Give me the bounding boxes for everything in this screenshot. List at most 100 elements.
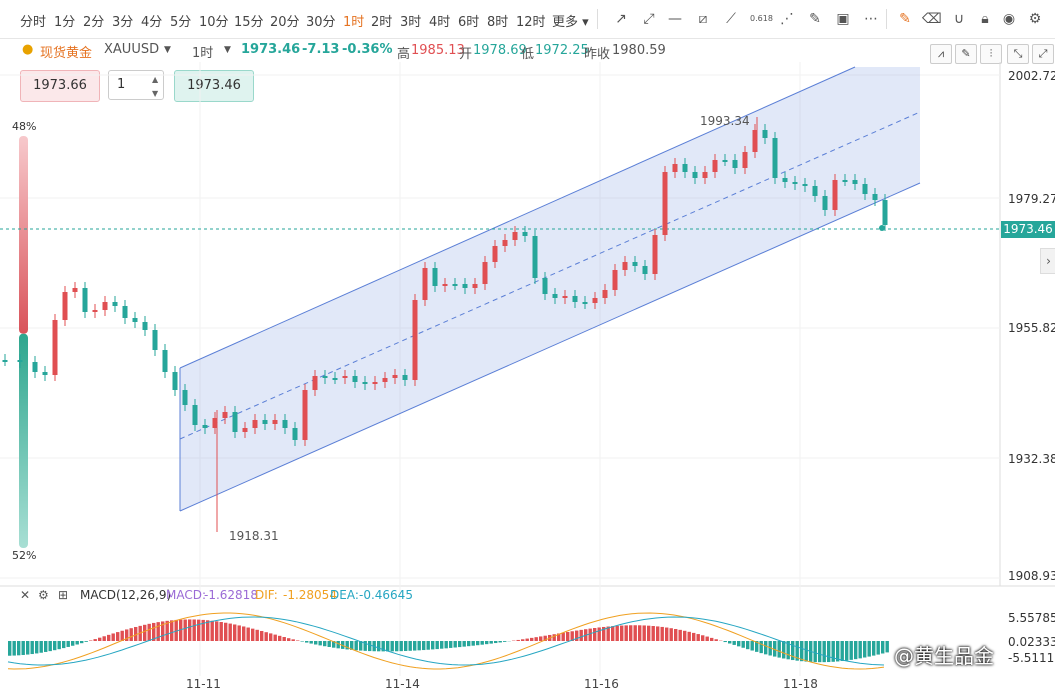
more-tools-icon[interactable]: ⋯ [864,11,878,27]
macd-histogram-bar [462,641,466,647]
candle-body [332,378,338,380]
candle-body [602,290,608,298]
macd-histogram-bar [876,641,880,655]
brush-icon[interactable]: ✎ [809,11,821,27]
macd-histogram-bar [404,641,408,651]
macd-histogram-bar [813,641,817,663]
symbol-name[interactable]: 现货黄金 [40,46,93,61]
timeframe-6[interactable]: 10分 [199,15,229,30]
timeframe-toolbar: 分时 1分 2分 3分 4分 5分 10分 15分 20分 30分 1时 2时 3时 4时 6时 8时 12时更… [0,0,1055,39]
macd-histogram-bar [552,634,556,641]
timeframe-8[interactable]: 20分 [270,15,300,30]
macd-histogram-bar [759,641,763,654]
candle-body [832,180,838,210]
macd-histogram-bar [606,626,610,641]
compare-icon[interactable]: ⤡ [1007,44,1029,64]
channel-lower [179,182,921,512]
macd-histogram-bar [435,641,439,650]
pen-icon[interactable]: ✎ [955,44,977,64]
timeframe-15[interactable]: 8时 [487,15,509,30]
candle-body [622,262,628,270]
candle-body [142,322,148,330]
fan-icon[interactable]: ⋰ [780,11,794,27]
timeframe-3[interactable]: 3分 [112,15,134,30]
symbol-code[interactable]: XAUUSD [104,42,160,57]
timeframe-4[interactable]: 4分 [141,15,163,30]
fullscreen-icon[interactable]: ⤢ [1032,44,1054,64]
macd-histogram-bar [620,625,624,641]
parallel-channel-icon[interactable]: ⧄ [698,11,708,27]
candle-type-icon[interactable]: ⫶ [980,44,1002,64]
timeframe-12[interactable]: 3时 [400,15,422,30]
expand-panel-icon[interactable]: › [1040,248,1055,274]
open-value: 1978.69 [473,43,527,58]
gear-icon[interactable]: ⚙ [38,588,49,602]
timeframe-0[interactable]: 分时 [20,15,47,30]
macd-histogram-bar [390,641,394,652]
macd-histogram-bar [300,641,304,642]
macd-histogram-bar [669,628,673,641]
macd-histogram-bar [503,641,507,642]
macd-histogram-bar [84,641,88,642]
macd-histogram-bar [228,623,232,641]
timeframe-14[interactable]: 6时 [458,15,480,30]
candle-body [292,428,298,440]
candle-body [592,298,598,303]
timeframe-5[interactable]: 5分 [170,15,192,30]
macd-histogram-bar [467,641,471,647]
y-axis-label: 1955.82 [1008,321,1055,335]
timeframe-2[interactable]: 2分 [83,15,105,30]
horizontal-line-icon[interactable]: — [668,11,682,27]
add-icon[interactable]: ⊞ [58,588,69,602]
timeframe-7[interactable]: 15分 [234,15,264,30]
timeframe-1[interactable]: 1分 [54,15,76,30]
timeframe-17[interactable]: 更多 ▾ [552,15,589,30]
timeframe-13[interactable]: 4时 [429,15,451,30]
interval-selector[interactable]: 1时 [192,46,214,61]
timeframe-16[interactable]: 12时 [516,15,546,30]
fibonacci-icon[interactable]: 0.618 [750,14,773,23]
chevron-down-icon[interactable]: ▼ [164,45,171,55]
quantity-up-icon[interactable]: ▲ [152,75,159,84]
candle-body [362,382,368,384]
candle-body [272,420,278,424]
pitchfork-icon[interactable]: ⟋ [726,11,736,27]
image-icon[interactable]: ▣ [836,11,850,27]
macd-histogram-bar [710,637,714,641]
macd-histogram-bar [264,632,268,641]
low-label: 低 [521,47,535,62]
macd-histogram-bar [849,641,853,660]
lock-icon[interactable]: 🔒︎ [981,11,989,27]
quantity-down-icon[interactable]: ▼ [152,89,159,98]
x-axis-label: 11-11 [186,677,221,691]
macd-histogram-bar [818,641,822,663]
macd-y-label: 0.02333 [1008,635,1055,649]
trend-line-icon[interactable]: ↗ [615,11,627,27]
timeframe-9[interactable]: 30分 [306,15,336,30]
ray-icon[interactable]: ⤢ [643,11,655,27]
timeframe-10[interactable]: 1时 [343,15,365,30]
candle-body [32,362,38,372]
chevron-down-icon[interactable]: ▼ [224,45,231,55]
magnet-icon[interactable]: ∪ [953,11,965,27]
price-change-pct: -0.36% [342,42,393,57]
macd-histogram-bar [885,641,889,653]
macd-histogram-bar [341,641,345,649]
macd-histogram-bar [372,641,376,652]
sell-button[interactable]: 1973.66 [20,70,100,102]
eraser-icon[interactable]: ⌫ [922,11,942,27]
toolbar-divider [886,9,887,29]
eye-icon[interactable]: ◉ [1002,11,1016,27]
edit-drawing-icon[interactable]: ✎ [899,11,911,27]
timeframe-11[interactable]: 2时 [371,15,393,30]
prev-close-label: 昨收 [584,47,611,62]
prev-close-value: 1980.59 [612,43,666,58]
buy-button[interactable]: 1973.46 [174,70,254,102]
indicator-icon[interactable]: ⩘ [930,44,952,64]
macd-label: MACD: [166,588,207,602]
candle-body [42,372,48,375]
macd-histogram-bar [296,640,300,641]
settings-icon[interactable]: ⚙ [1028,11,1042,27]
dea-value: -0.46645 [359,588,413,602]
close-icon[interactable]: ✕ [20,588,31,602]
